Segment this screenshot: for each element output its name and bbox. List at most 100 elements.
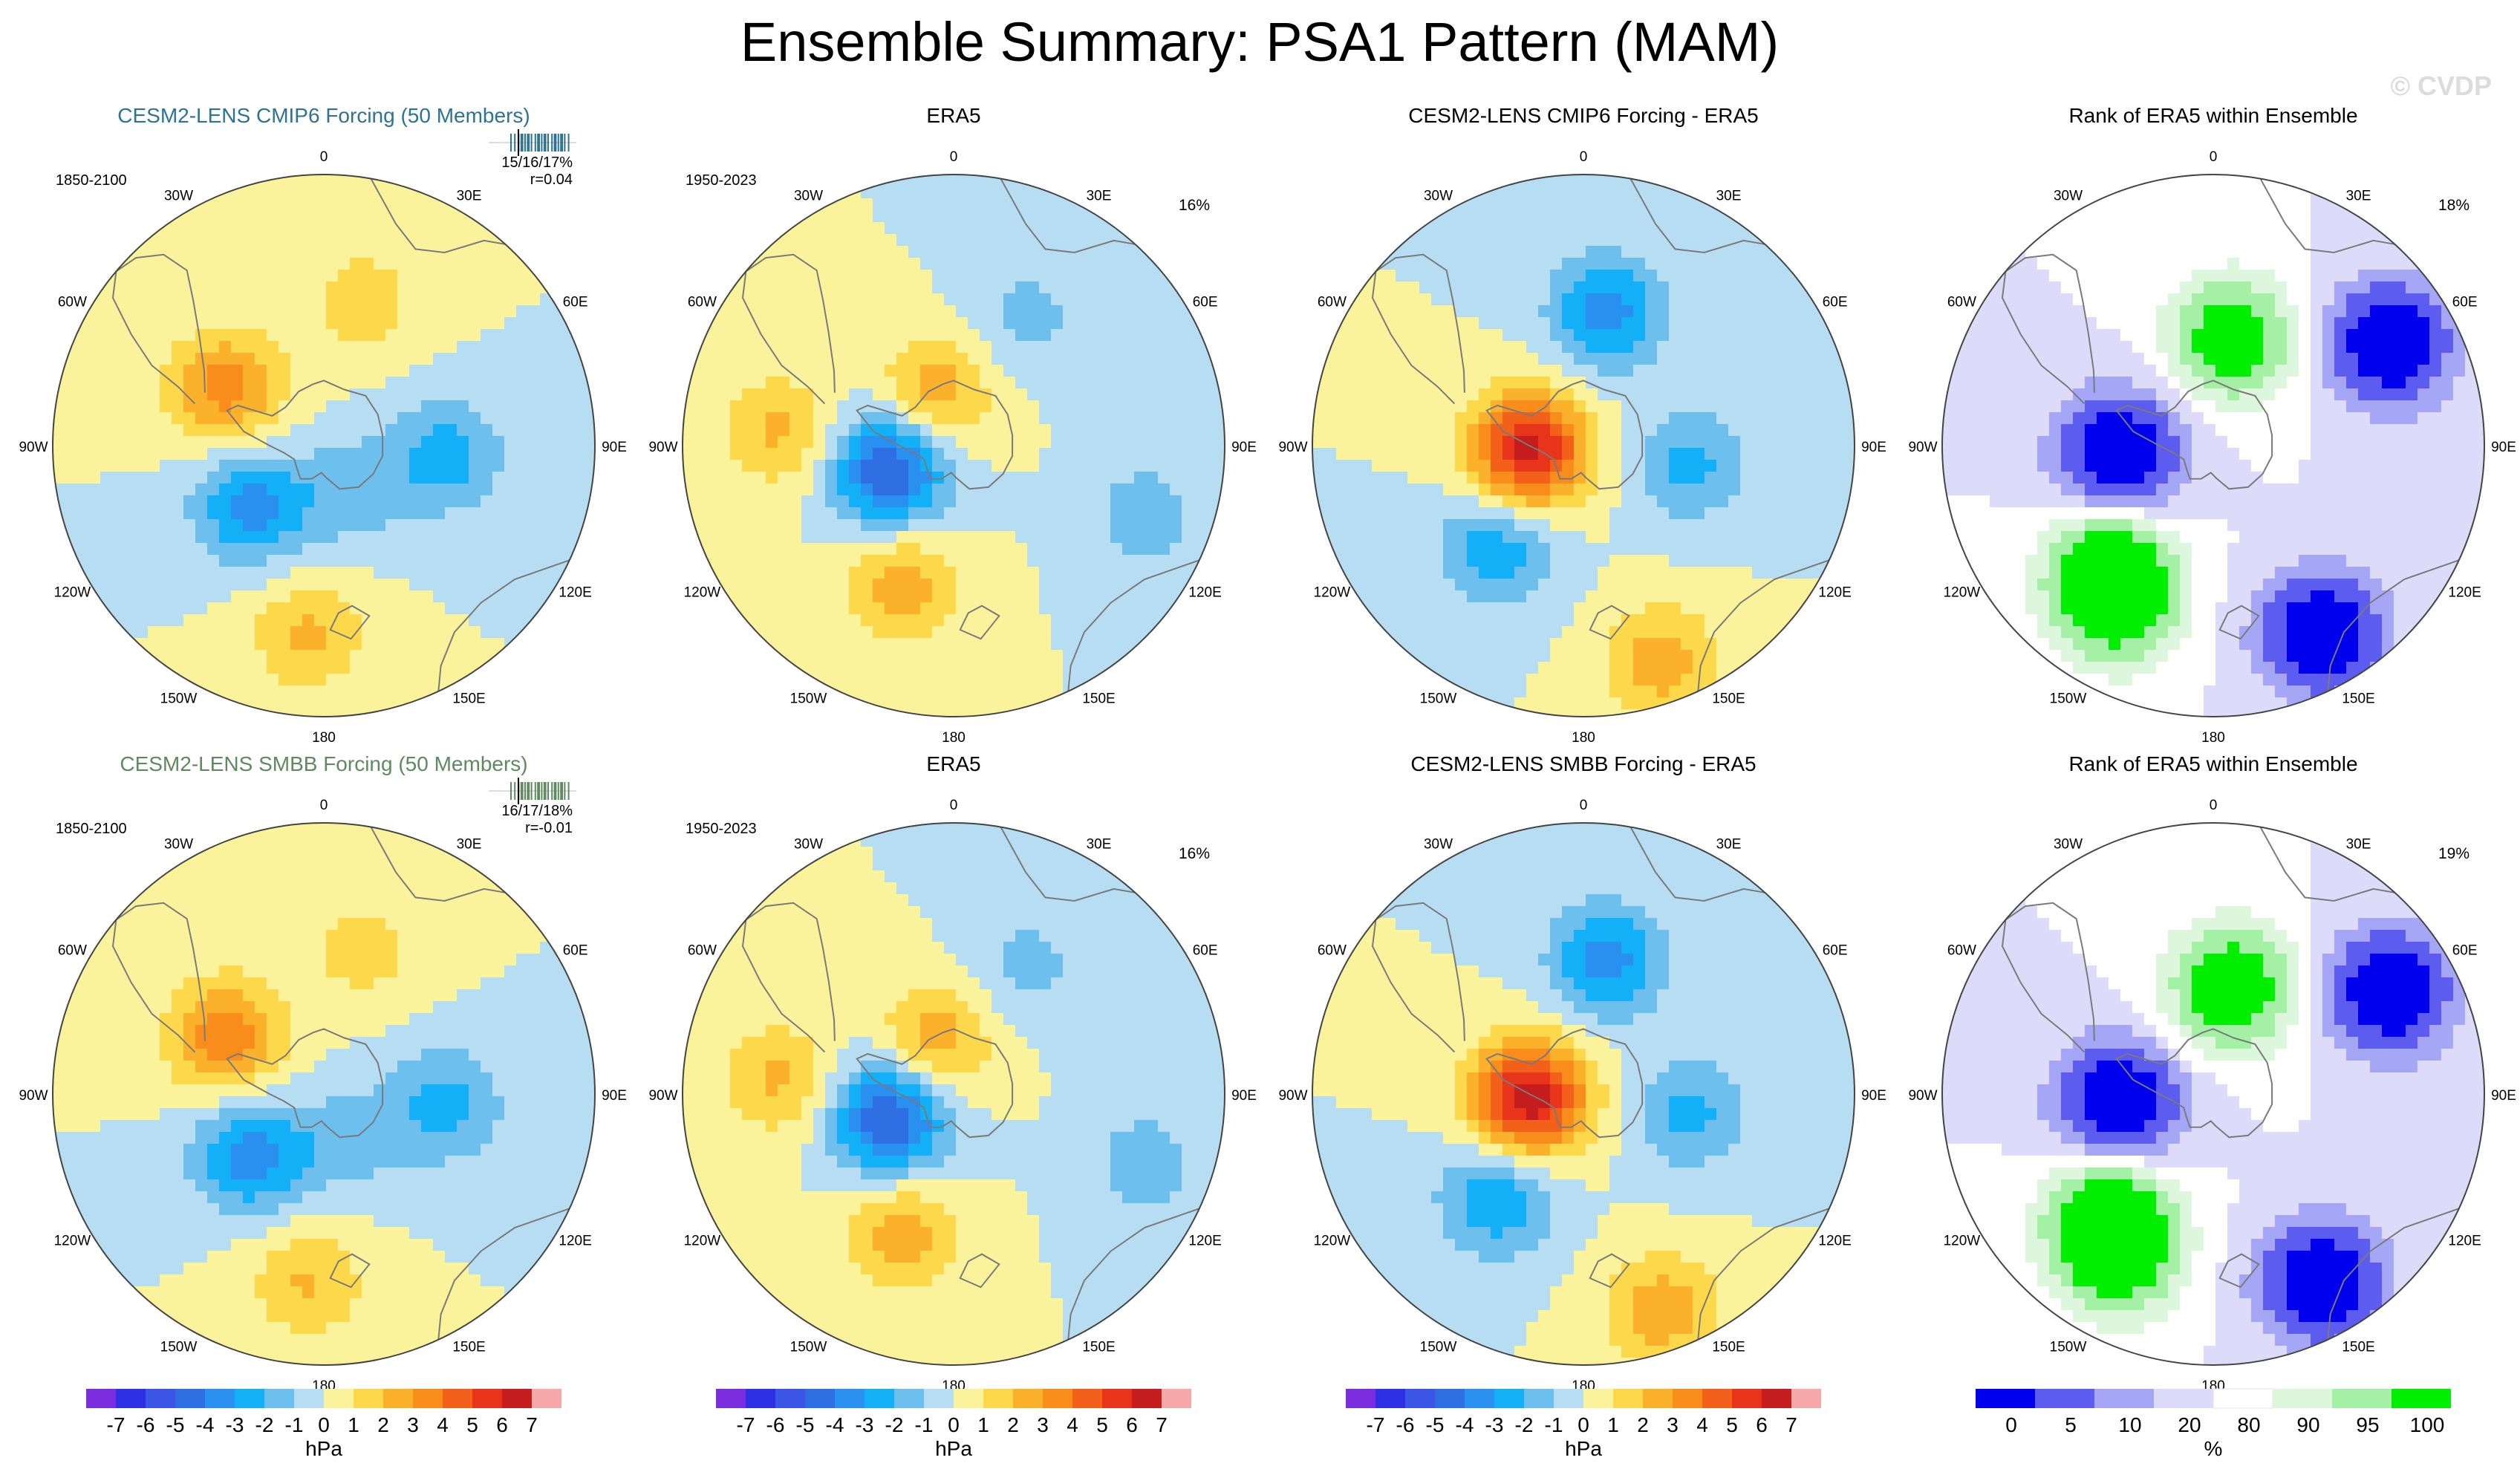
grid-cell [1645,507,1658,520]
grid-cell [1467,329,1479,342]
grid-cell [778,353,790,365]
grid-cell [397,293,410,306]
grid-cell [1158,400,1171,413]
grid-cell [231,650,244,662]
grid-cell [1039,519,1052,532]
grid-cell [433,388,446,401]
grid-cell [409,412,422,425]
grid-cell [136,258,149,270]
grid-cell [279,483,291,496]
grid-cell [1194,472,1206,484]
grid-cell [243,270,255,282]
grid-cell [1562,400,1575,413]
grid-cell [1431,222,1444,235]
grid-cell [516,543,529,556]
grid-cell [1419,317,1432,330]
grid-cell [1158,424,1171,437]
grid-cell [457,555,469,567]
grid-cell [1098,246,1111,258]
grid-cell [1407,317,1420,330]
grid-cell [1003,365,1016,377]
grid-cell [908,365,921,377]
grid-cell [1419,674,1432,686]
grid-cell [683,483,695,496]
grid-cell [706,377,719,389]
grid-cell [1621,186,1634,199]
grid-cell [492,377,505,389]
grid-cell [1110,531,1123,544]
grid-cell [445,341,458,354]
grid-cell [1003,448,1016,460]
grid-cell [1598,175,1610,187]
grid-cell [1087,341,1099,354]
grid-cell [1562,293,1575,306]
grid-cell [445,317,458,330]
grid-cell [1003,222,1016,235]
grid-cell [825,210,838,223]
grid-cell [243,388,255,401]
grid-cell [1348,555,1361,567]
grid-cell [172,626,184,639]
grid-cell [564,377,576,389]
grid-cell [1705,531,1717,544]
grid-cell [1705,317,1717,330]
grid-cell [587,460,595,472]
grid-cell [813,270,826,282]
grid-cell [469,234,481,247]
grid-cell [1598,555,1610,567]
grid-cell [801,436,814,449]
grid-cell [1063,210,1075,223]
grid-cell [1348,543,1361,556]
grid-cell [326,662,339,674]
grid-cell [1015,543,1028,556]
grid-cell [1158,507,1171,520]
grid-cell [813,222,826,235]
grid-cell [1063,495,1075,508]
grid-cell [1134,341,1147,354]
grid-cell [1360,555,1373,567]
grid-cell [255,341,267,354]
grid-cell [1443,424,1456,437]
grid-cell [1550,353,1563,365]
grid-cell [837,555,850,567]
grid-cell [421,531,434,544]
grid-cell [956,293,968,306]
grid-cell [694,365,707,377]
grid-cell [1027,579,1040,591]
grid-cell [362,412,374,425]
grid-cell [968,388,980,401]
grid-cell [1598,638,1610,651]
grid-cell [540,507,553,520]
grid-cell [1122,448,1135,460]
grid-cell [433,697,446,710]
grid-cell [849,175,862,187]
grid-cell [243,531,255,544]
grid-cell [433,460,446,472]
grid-cell [1039,662,1052,674]
grid-cell [908,531,921,544]
grid-cell [778,507,790,520]
grid-cell [1134,495,1147,508]
grid-cell [920,626,933,639]
grid-cell [885,495,897,508]
grid-cell [789,638,802,651]
grid-cell [338,329,351,342]
grid-cell [1396,483,1408,496]
grid-cell [968,317,980,330]
grid-cell [385,198,398,211]
grid-cell [65,495,77,508]
grid-cell [956,186,968,199]
grid-cell [1705,365,1717,377]
grid-cell [754,305,766,318]
grid-cell [908,412,921,425]
grid-cell [908,341,921,354]
grid-cell [207,341,220,354]
grid-cell [362,436,374,449]
grid-cell [956,388,968,401]
grid-cell [813,579,826,591]
grid-cell [1514,638,1527,651]
grid-cell [195,674,208,686]
grid-cell [789,674,802,686]
grid-cell [956,709,968,717]
grid-cell [1633,495,1646,508]
